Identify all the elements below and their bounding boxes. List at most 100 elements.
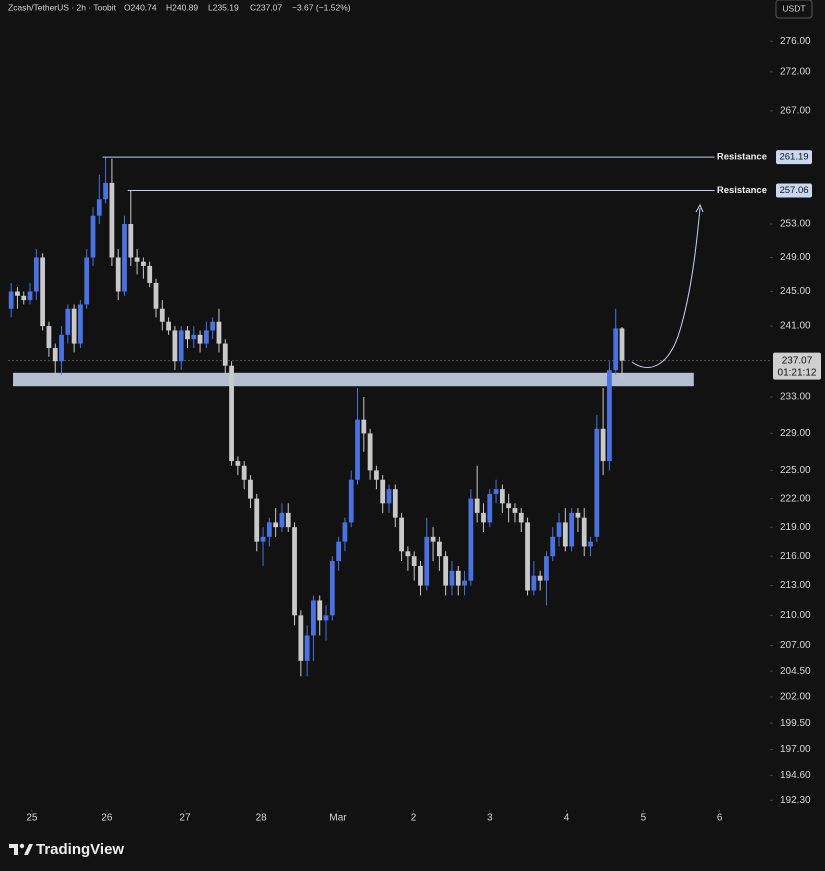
- candle-body: [380, 479, 386, 504]
- candle-body: [525, 522, 530, 591]
- candle-body: [329, 561, 335, 616]
- candle-body: [581, 517, 587, 547]
- y-tick-label: 241.00: [780, 321, 811, 332]
- y-tick-label: 216.00: [780, 551, 811, 562]
- y-tick-label: 204.50: [780, 666, 811, 677]
- candle-body: [518, 512, 524, 523]
- currency-box[interactable]: [775, 0, 813, 19]
- candle-body: [235, 461, 241, 466]
- candle-body: [348, 479, 354, 523]
- y-tick-label: 233.00: [780, 392, 811, 403]
- candle-body: [613, 328, 619, 371]
- candle-body: [550, 536, 556, 557]
- candle-body: [122, 224, 127, 292]
- x-tick-label: 28: [256, 813, 268, 824]
- ohlc-low: L235.19: [208, 2, 239, 12]
- last-price-tag: [773, 352, 821, 380]
- candle-body: [292, 527, 297, 616]
- candle-body: [279, 512, 285, 528]
- candle-body: [216, 321, 222, 344]
- candle-body: [311, 600, 316, 636]
- candle-body: [304, 635, 310, 661]
- candle-body: [178, 330, 184, 362]
- candle-body: [462, 580, 467, 586]
- x-tick-label: 3: [487, 813, 493, 824]
- candle-body: [418, 565, 423, 586]
- candle-body: [556, 522, 562, 537]
- candle-body: [367, 433, 373, 471]
- candle-body: [71, 308, 77, 344]
- candle-body: [109, 182, 115, 258]
- resistance-tag: [776, 183, 812, 198]
- candle-body: [430, 536, 436, 542]
- candle-body: [361, 419, 367, 434]
- candle-body: [499, 489, 505, 504]
- candle-body: [103, 182, 109, 200]
- candle-body: [424, 536, 430, 586]
- y-tick-label: 192.30: [780, 795, 811, 806]
- y-tick-label: 245.00: [780, 286, 811, 297]
- y-tick-label: 225.00: [780, 465, 811, 476]
- countdown: 01:21:12: [778, 367, 817, 378]
- candle-body: [90, 215, 96, 258]
- candle-body: [266, 522, 272, 537]
- candle-body: [443, 556, 449, 586]
- candle-body: [241, 465, 247, 480]
- candle-body: [33, 257, 39, 292]
- support-zone: [13, 372, 694, 387]
- y-tick-label: 194.60: [780, 770, 811, 781]
- logo-part: [19, 843, 25, 849]
- candle-body: [96, 199, 102, 216]
- y-tick-label: 253.00: [780, 219, 811, 230]
- candle-body: [481, 512, 486, 523]
- candle-body: [59, 334, 64, 362]
- candle-body: [128, 224, 134, 258]
- x-tick-label: 2: [411, 813, 417, 824]
- ohlc-open: O240.74: [124, 2, 157, 12]
- candle-body: [229, 365, 234, 462]
- candle-body: [166, 321, 171, 331]
- y-tick-label: 202.00: [780, 692, 811, 703]
- candle-body: [493, 489, 499, 494]
- candle-body: [386, 489, 392, 504]
- candle-body: [46, 326, 52, 348]
- candle-body: [455, 570, 461, 586]
- y-tick-label: 272.00: [780, 67, 811, 78]
- candle-body: [298, 615, 304, 661]
- candle-body: [537, 575, 543, 581]
- candle-body: [15, 291, 20, 296]
- candle-body: [449, 570, 455, 586]
- candle-body: [336, 541, 342, 562]
- y-tick-label: 276.00: [780, 36, 811, 47]
- candle-body: [607, 370, 612, 462]
- y-tick-label: 199.50: [780, 718, 811, 729]
- y-tick-label: 267.00: [780, 105, 811, 116]
- candle-body: [52, 347, 58, 362]
- candle-body: [197, 334, 203, 344]
- candle-body: [40, 257, 46, 327]
- logo-part: [24, 844, 33, 855]
- candle-body: [405, 551, 411, 557]
- candle-body: [248, 479, 253, 499]
- y-tick-label: 222.00: [780, 493, 811, 504]
- candle-body: [222, 343, 228, 366]
- candle-body: [285, 512, 291, 528]
- resistance-tag: [776, 150, 812, 165]
- candle-body: [474, 498, 480, 513]
- ohlc-close: C237.07: [250, 2, 282, 12]
- x-tick-label: 6: [717, 813, 723, 824]
- candle-body: [411, 556, 417, 566]
- resistance-label: Resistance: [717, 185, 767, 196]
- candle-body: [506, 503, 512, 509]
- candle-body: [172, 330, 178, 362]
- candle-body: [273, 522, 279, 528]
- candle-body: [203, 330, 209, 344]
- candle-body: [185, 330, 190, 340]
- candle-body: [399, 517, 404, 552]
- currency[interactable]: USDT: [782, 3, 805, 13]
- candle-body: [78, 304, 83, 344]
- candle-body: [153, 282, 159, 309]
- resistance-value: 257.06: [779, 185, 808, 196]
- y-tick-label: 219.00: [780, 522, 811, 533]
- x-tick-label: 4: [564, 813, 570, 824]
